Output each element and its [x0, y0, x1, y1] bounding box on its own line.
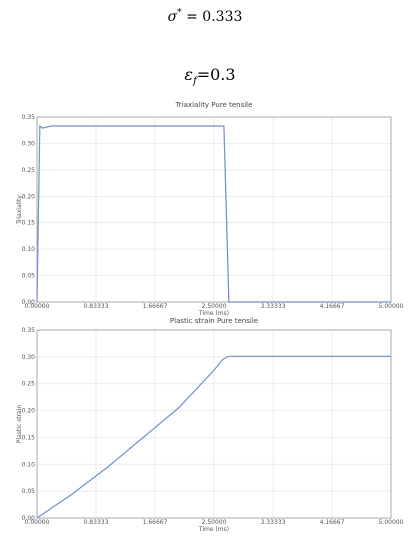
y-tick-label: 0.05: [22, 273, 36, 280]
x-tick-label: 3.33333: [261, 303, 286, 310]
y-tick-label: 0.25: [22, 381, 36, 388]
x-tick-label: 0.00000: [25, 303, 50, 310]
y-tick-label: 0.05: [22, 488, 36, 495]
x-tick-label: 0.83333: [84, 303, 109, 310]
x-tick-label: 1.66667: [143, 519, 168, 526]
equation-value: =0.3: [197, 65, 236, 84]
data-line: [36, 355, 391, 519]
x-tick-label: 0.00000: [25, 519, 50, 526]
data-line: [36, 124, 391, 303]
equation-value: = 0.333: [182, 9, 243, 25]
chart-title: Triaxiality Pure tensile: [175, 101, 253, 109]
y-tick-label: 0.10: [22, 461, 36, 468]
y-tick-label: 0.20: [22, 193, 36, 200]
x-tick-label: 4.16667: [320, 519, 345, 526]
y-tick-label: 0.25: [22, 167, 36, 174]
y-axis-label: Plastic strain: [16, 405, 23, 444]
symbol: ε: [184, 65, 193, 84]
y-tick-label: 0.00: [22, 299, 36, 306]
y-tick-label: 0.30: [22, 354, 36, 361]
x-tick-label: 2.50000: [202, 303, 227, 310]
symbol: σ: [168, 9, 178, 25]
x-axis-label: Time (ms): [198, 310, 229, 317]
equation-strain: εf=0.3: [184, 65, 235, 87]
x-tick-label: 4.16667: [320, 303, 345, 310]
subscript: f: [192, 76, 199, 87]
y-tick-label: 0.20: [22, 408, 36, 415]
y-tick-label: 0.35: [22, 114, 36, 121]
x-tick-label: 0.83333: [84, 519, 109, 526]
superscript: *: [177, 8, 182, 18]
plot-frame: [36, 329, 392, 519]
y-tick-label: 0.30: [22, 140, 36, 147]
chart-title: Plastic strain Pure tensile: [170, 317, 258, 325]
y-axis-label: Triaxiality: [16, 195, 23, 225]
y-tick-label: 0.00: [22, 515, 36, 522]
x-tick-label: 5.00000: [379, 303, 404, 310]
x-tick-label: 2.50000: [202, 519, 227, 526]
plot-frame: [36, 116, 392, 303]
y-tick-label: 0.10: [22, 246, 36, 253]
y-tick-label: 0.15: [22, 434, 36, 441]
y-tick-label: 0.15: [22, 220, 36, 227]
x-tick-label: 5.00000: [379, 519, 404, 526]
equation-stress: σ* = 0.333: [168, 8, 243, 25]
x-axis-label: Time (ms): [198, 526, 229, 533]
x-tick-label: 3.33333: [261, 519, 286, 526]
y-tick-label: 0.35: [22, 327, 36, 334]
x-tick-label: 1.66667: [143, 303, 168, 310]
